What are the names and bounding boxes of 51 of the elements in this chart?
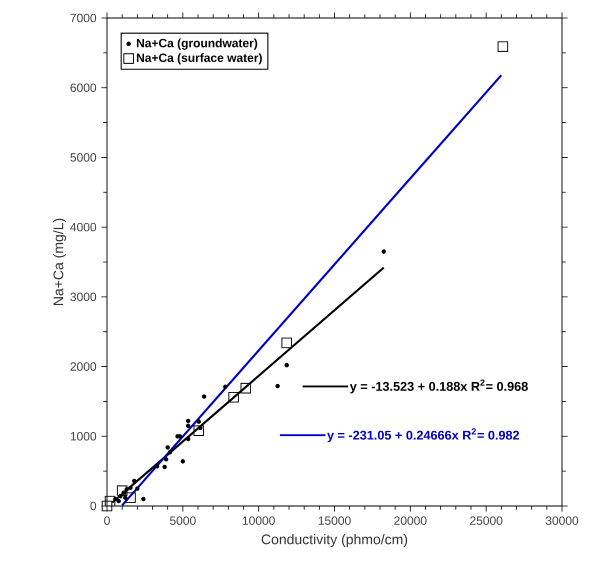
legend-label: y = -13.523 + 0.188x R$^{2}$= 0.968 <box>350 379 528 394</box>
point <box>135 486 140 491</box>
x-tick-label: 30000 <box>546 516 578 525</box>
point <box>186 418 190 424</box>
point <box>193 425 204 436</box>
point <box>180 459 186 464</box>
point <box>284 362 289 368</box>
point <box>154 464 160 468</box>
x-tick-label: 25000 <box>470 516 502 525</box>
point <box>223 384 228 389</box>
point <box>382 249 386 254</box>
x-tick-label: 15000 <box>318 516 351 525</box>
point <box>141 496 146 502</box>
y-tick-label: 3000 <box>70 292 96 302</box>
point <box>162 464 167 470</box>
point <box>168 450 172 455</box>
point <box>186 424 190 428</box>
x-tick-label: 10000 <box>242 516 275 525</box>
point <box>128 486 133 490</box>
y-tick-label: 6000 <box>70 83 96 92</box>
legend-label: y = -231.05 + 0.24666x R$^{2}$= 0.982 <box>327 428 520 442</box>
point <box>116 485 128 496</box>
point <box>498 41 508 52</box>
x-tick-label: 20000 <box>394 516 427 525</box>
x-tick-label: 0 <box>104 516 110 525</box>
point <box>165 445 170 450</box>
point <box>102 500 112 512</box>
point <box>125 492 136 503</box>
point <box>116 498 121 504</box>
y-tick-label: 1000 <box>70 432 96 441</box>
y-tick-label: 2000 <box>70 362 96 371</box>
y-tick-label: 4000 <box>70 222 96 232</box>
y-tick-label: 5000 <box>70 153 96 162</box>
y-tick-label: 0 <box>90 502 96 510</box>
legend-label: Na+Ca (surface water) <box>136 53 262 64</box>
point <box>164 457 168 462</box>
point <box>198 426 202 430</box>
y-tick-label: 7000 <box>70 14 96 22</box>
point <box>240 382 252 394</box>
legend-label: Na+Ca (groundwater) <box>136 38 258 50</box>
point <box>275 384 280 388</box>
point <box>186 436 190 442</box>
point <box>281 338 292 348</box>
point <box>132 478 137 484</box>
y-axis-title: Na+Ca (mg/L) <box>53 218 66 305</box>
x-tick-label: 5000 <box>170 516 196 525</box>
point <box>196 419 201 424</box>
point <box>228 392 239 403</box>
x-axis-title: Conductivity (phmo/cm) <box>262 534 408 548</box>
point <box>121 490 126 495</box>
point <box>202 394 206 399</box>
